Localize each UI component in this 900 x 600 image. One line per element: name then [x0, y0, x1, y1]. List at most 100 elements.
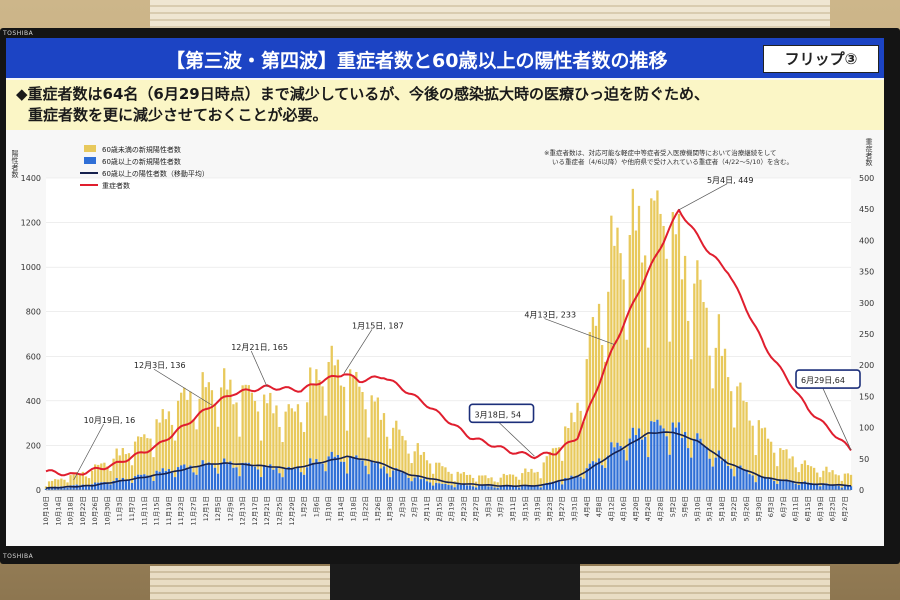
bar-under60 — [441, 466, 444, 484]
bar-under60 — [266, 403, 269, 468]
bar-under60 — [653, 200, 656, 422]
bar-over60 — [502, 485, 505, 490]
bar-over60 — [665, 436, 668, 490]
bar-over60 — [647, 457, 650, 490]
annotation-leader — [343, 329, 373, 374]
bar-over60 — [345, 473, 349, 490]
bar-under60 — [133, 441, 137, 477]
bar-over60 — [680, 438, 684, 490]
bar-over60 — [462, 484, 466, 490]
bar-over60 — [293, 469, 297, 490]
bar-over60 — [739, 465, 742, 490]
bar-over60 — [66, 487, 69, 490]
bar-under60 — [828, 472, 831, 485]
x-tick-label: 3月31日 — [570, 496, 578, 521]
bar-over60 — [419, 479, 422, 490]
bar-over60 — [327, 456, 330, 490]
x-tick-label: 1月22日 — [362, 496, 370, 521]
bar-over60 — [493, 487, 496, 490]
chart-bars — [44, 188, 853, 490]
annotation-leader — [678, 183, 728, 211]
bar-under60 — [250, 392, 254, 465]
bar-under60 — [287, 404, 290, 467]
bar-under60 — [597, 303, 601, 459]
left-tick-label: 400 — [26, 397, 41, 406]
bar-under60 — [662, 225, 665, 429]
right-tick-label: 450 — [859, 205, 874, 214]
bar-under60 — [659, 213, 662, 426]
x-tick-label: 11月7日 — [128, 496, 136, 521]
bar-over60 — [223, 458, 226, 490]
bar-under60 — [514, 476, 518, 487]
bar-under60 — [690, 359, 693, 458]
bar-over60 — [628, 438, 631, 490]
bar-under60 — [496, 482, 499, 488]
x-tick-label: 12月13日 — [239, 496, 247, 526]
left-tick-label: 800 — [26, 308, 41, 317]
bar-under60 — [481, 475, 484, 486]
bar-under60 — [428, 463, 432, 483]
bar-over60 — [551, 481, 555, 490]
bar-under60 — [379, 419, 383, 469]
bar-under60 — [358, 386, 361, 460]
bar-under60 — [766, 438, 770, 479]
bar-over60 — [573, 477, 576, 490]
bar-over60 — [521, 485, 524, 490]
x-tick-label: 5月30日 — [755, 496, 763, 521]
bar-under60 — [656, 190, 659, 420]
bar-under60 — [299, 422, 303, 473]
summary-note: ◆重症者数は64名（6月29日時点）まで減少しているが、今後の感染拡大時の医療ひ… — [6, 80, 884, 130]
bar-over60 — [788, 481, 791, 490]
bar-under60 — [800, 463, 803, 483]
bar-under60 — [726, 377, 730, 466]
bar-over60 — [250, 464, 254, 490]
bar-under60 — [779, 448, 782, 480]
bar-over60 — [103, 482, 106, 490]
bar-under60 — [127, 453, 131, 480]
flip-label: フリップ③ — [763, 45, 879, 73]
bar-under60 — [327, 361, 330, 457]
bar-over60 — [797, 484, 800, 490]
x-tick-label: 11月23日 — [177, 496, 185, 526]
bar-over60 — [622, 449, 625, 490]
bar-over60 — [358, 459, 361, 490]
x-tick-label: 11月27日 — [189, 496, 197, 526]
bar-over60 — [78, 485, 81, 490]
bar-over60 — [809, 482, 813, 490]
bar-over60 — [287, 466, 290, 490]
bar-under60 — [561, 460, 564, 485]
bar-over60 — [441, 483, 444, 490]
bar-over60 — [557, 481, 561, 490]
bar-under60 — [438, 462, 441, 484]
bar-under60 — [788, 458, 791, 482]
bar-over60 — [176, 467, 180, 490]
bar-over60 — [487, 486, 490, 490]
bar-over60 — [588, 463, 591, 490]
bar-over60 — [800, 482, 803, 490]
x-tick-label: 10月10日 — [42, 496, 50, 526]
bar-over60 — [656, 419, 659, 490]
bar-under60 — [600, 345, 604, 466]
bar-under60 — [216, 426, 220, 474]
bar-over60 — [216, 473, 220, 490]
tv-brand-bottom: TOSHIBA — [3, 553, 34, 560]
bar-under60 — [763, 427, 767, 477]
bar-over60 — [207, 462, 210, 490]
bar-under60 — [733, 427, 736, 477]
bar-under60 — [324, 415, 327, 472]
bar-over60 — [278, 473, 281, 490]
bar-over60 — [69, 485, 72, 490]
bar-over60 — [849, 486, 853, 490]
bar-over60 — [404, 473, 407, 490]
bar-over60 — [803, 481, 807, 490]
bar-over60 — [336, 455, 340, 490]
annotation-label: 12月3日, 136 — [134, 361, 186, 370]
bar-under60 — [745, 402, 748, 470]
bar-over60 — [413, 477, 416, 490]
bar-under60 — [769, 441, 773, 479]
bar-over60 — [259, 477, 263, 490]
bar-under60 — [683, 255, 687, 432]
bar-over60 — [779, 479, 782, 490]
bar-over60 — [210, 464, 214, 490]
bar-over60 — [367, 474, 370, 490]
